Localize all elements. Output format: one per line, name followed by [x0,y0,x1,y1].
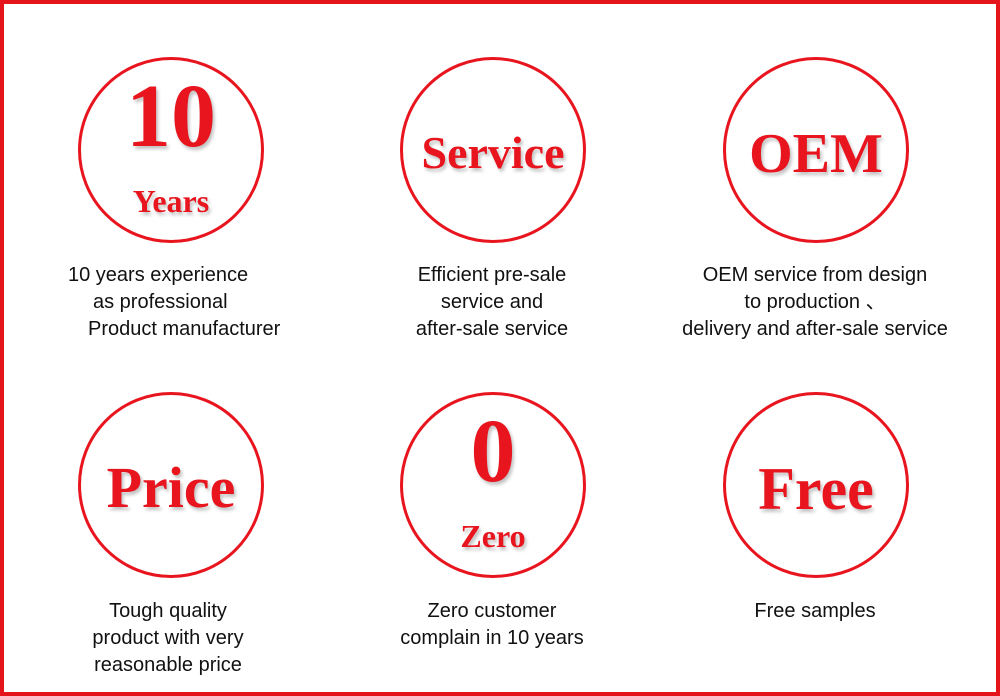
caption-line: Zero customer [427,600,557,622]
badge-text: Free [758,456,874,522]
caption-10-years: 10 years experience as professional Prod… [60,262,280,343]
badge-service: Service [400,57,586,243]
caption-oem: OEM service from design to production 、 … [655,262,975,343]
caption-line: Product manufacturer [88,318,281,340]
caption-line: delivery and after-sale service [682,318,948,340]
badge-free: Free [723,392,909,578]
caption-line: after-sale service [415,318,569,340]
badge-number: 0 [470,402,516,501]
badge-oem: OEM [723,57,909,243]
caption-zero: Zero customer complain in 10 years [372,598,612,652]
badge-number: 10 [126,67,216,166]
caption-free: Free samples [715,598,915,625]
caption-line: to production 、 [744,291,886,313]
caption-line: 10 years experience [68,264,249,286]
badge-zero: 0 Zero [400,392,586,578]
caption-line: reasonable price [94,654,242,676]
badge-10-years: 10 Years [78,57,264,243]
badge-text: OEM [749,123,883,185]
caption-line: OEM service from design [702,264,928,286]
caption-line: complain in 10 years [400,627,584,649]
badge-price: Price [78,392,264,578]
caption-line: as professional [93,291,228,313]
caption-line: service and [440,291,544,313]
caption-line: product with very [92,627,244,649]
caption-line: Free samples [754,600,876,622]
badge-text: Service [421,127,565,178]
caption-service: Efficient pre-sale service and after-sal… [392,262,592,343]
caption-price: Tough quality product with very reasonab… [68,598,268,679]
caption-line: Tough quality [109,600,227,622]
badge-label: Years [132,183,210,219]
badge-label: Zero [460,518,526,554]
badge-text: Price [106,455,236,520]
caption-line: Efficient pre-sale [417,264,567,286]
